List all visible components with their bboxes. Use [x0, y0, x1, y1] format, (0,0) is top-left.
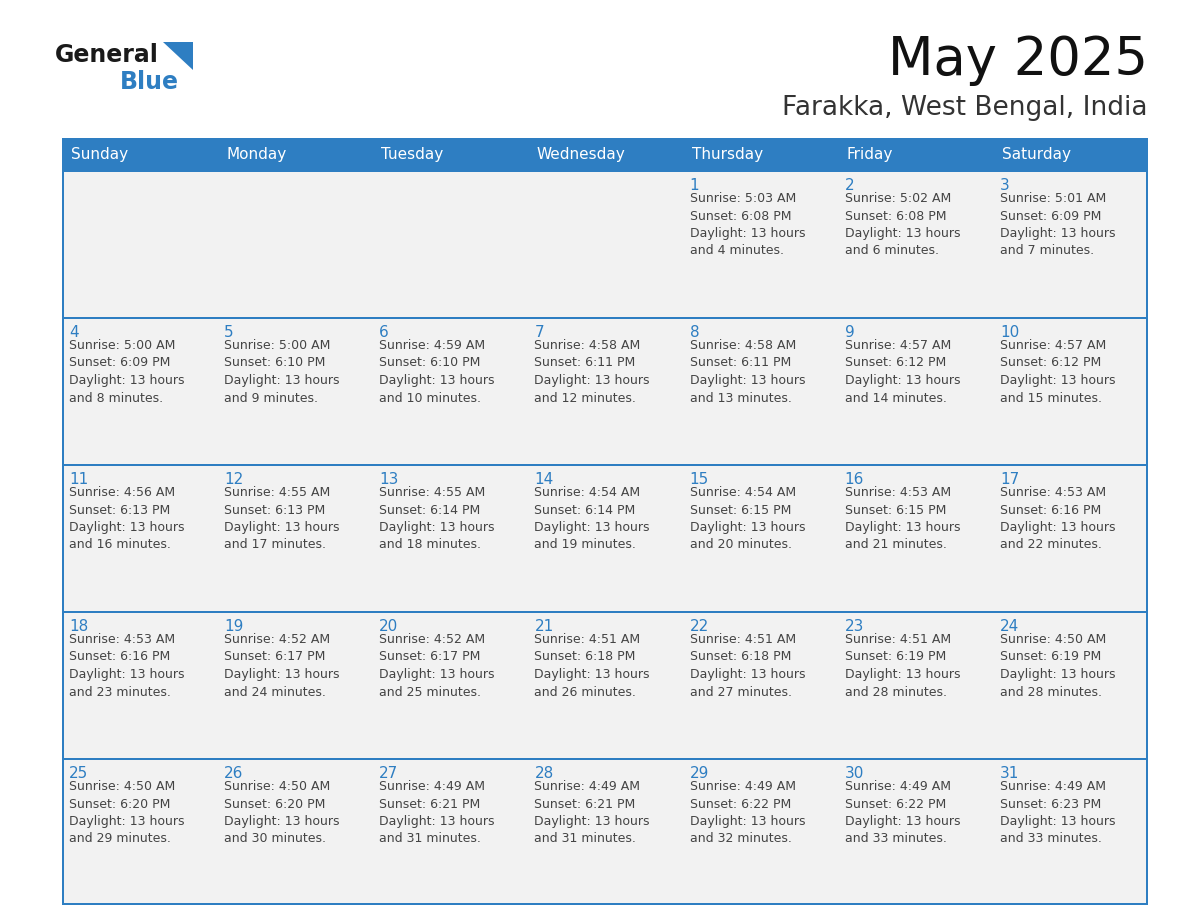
Bar	[62, 464, 1148, 466]
Text: Sunrise: 4:51 AM
Sunset: 6:18 PM
Daylight: 13 hours
and 27 minutes.: Sunrise: 4:51 AM Sunset: 6:18 PM Dayligh…	[689, 633, 805, 699]
Text: 28: 28	[535, 766, 554, 781]
Text: Sunrise: 4:53 AM
Sunset: 6:16 PM
Daylight: 13 hours
and 22 minutes.: Sunrise: 4:53 AM Sunset: 6:16 PM Dayligh…	[1000, 486, 1116, 552]
Text: Sunday: Sunday	[71, 147, 128, 162]
Text: 11: 11	[69, 472, 88, 487]
Bar	[62, 138, 64, 905]
Text: 2: 2	[845, 178, 854, 193]
Text: 4: 4	[69, 325, 78, 340]
Text: 27: 27	[379, 766, 398, 781]
Bar	[62, 170, 1148, 172]
Text: Sunrise: 4:55 AM
Sunset: 6:13 PM
Daylight: 13 hours
and 17 minutes.: Sunrise: 4:55 AM Sunset: 6:13 PM Dayligh…	[225, 486, 340, 552]
Text: 17: 17	[1000, 472, 1019, 487]
Text: 22: 22	[689, 619, 709, 634]
Bar	[62, 611, 1148, 613]
Text: 26: 26	[225, 766, 244, 781]
Text: 30: 30	[845, 766, 864, 781]
Text: Sunrise: 4:50 AM
Sunset: 6:20 PM
Daylight: 13 hours
and 30 minutes.: Sunrise: 4:50 AM Sunset: 6:20 PM Dayligh…	[225, 780, 340, 845]
Text: 20: 20	[379, 619, 398, 634]
Bar	[62, 170, 1148, 317]
Text: 15: 15	[689, 472, 709, 487]
Text: Sunrise: 4:54 AM
Sunset: 6:15 PM
Daylight: 13 hours
and 20 minutes.: Sunrise: 4:54 AM Sunset: 6:15 PM Dayligh…	[689, 486, 805, 552]
Text: Sunrise: 4:52 AM
Sunset: 6:17 PM
Daylight: 13 hours
and 24 minutes.: Sunrise: 4:52 AM Sunset: 6:17 PM Dayligh…	[225, 633, 340, 699]
Bar	[62, 758, 1148, 760]
Text: 8: 8	[689, 325, 700, 340]
Text: Sunrise: 4:53 AM
Sunset: 6:16 PM
Daylight: 13 hours
and 23 minutes.: Sunrise: 4:53 AM Sunset: 6:16 PM Dayligh…	[69, 633, 184, 699]
Text: Sunrise: 4:50 AM
Sunset: 6:19 PM
Daylight: 13 hours
and 28 minutes.: Sunrise: 4:50 AM Sunset: 6:19 PM Dayligh…	[1000, 633, 1116, 699]
Polygon shape	[163, 42, 192, 70]
Text: Sunrise: 4:51 AM
Sunset: 6:18 PM
Daylight: 13 hours
and 26 minutes.: Sunrise: 4:51 AM Sunset: 6:18 PM Dayligh…	[535, 633, 650, 699]
Text: Sunrise: 5:01 AM
Sunset: 6:09 PM
Daylight: 13 hours
and 7 minutes.: Sunrise: 5:01 AM Sunset: 6:09 PM Dayligh…	[1000, 192, 1116, 258]
Text: Sunrise: 4:49 AM
Sunset: 6:22 PM
Daylight: 13 hours
and 32 minutes.: Sunrise: 4:49 AM Sunset: 6:22 PM Dayligh…	[689, 780, 805, 845]
Bar	[62, 317, 1148, 319]
Text: 1: 1	[689, 178, 700, 193]
Text: Sunrise: 4:53 AM
Sunset: 6:15 PM
Daylight: 13 hours
and 21 minutes.: Sunrise: 4:53 AM Sunset: 6:15 PM Dayligh…	[845, 486, 960, 552]
Text: Sunrise: 4:49 AM
Sunset: 6:22 PM
Daylight: 13 hours
and 33 minutes.: Sunrise: 4:49 AM Sunset: 6:22 PM Dayligh…	[845, 780, 960, 845]
Bar	[62, 903, 1148, 905]
Bar	[62, 138, 217, 170]
Text: Farakka, West Bengal, India: Farakka, West Bengal, India	[783, 95, 1148, 121]
Text: 19: 19	[225, 619, 244, 634]
Bar	[683, 138, 838, 170]
Text: 7: 7	[535, 325, 544, 340]
Bar	[62, 138, 1148, 140]
Text: Sunrise: 4:58 AM
Sunset: 6:11 PM
Daylight: 13 hours
and 12 minutes.: Sunrise: 4:58 AM Sunset: 6:11 PM Dayligh…	[535, 339, 650, 405]
Text: 16: 16	[845, 472, 864, 487]
Text: Monday: Monday	[226, 147, 286, 162]
Bar	[62, 611, 1148, 758]
Text: General: General	[55, 43, 159, 67]
Text: Blue: Blue	[120, 70, 179, 94]
Text: 24: 24	[1000, 619, 1019, 634]
Text: Sunrise: 4:57 AM
Sunset: 6:12 PM
Daylight: 13 hours
and 14 minutes.: Sunrise: 4:57 AM Sunset: 6:12 PM Dayligh…	[845, 339, 960, 405]
Text: Wednesday: Wednesday	[537, 147, 625, 162]
Text: 6: 6	[379, 325, 388, 340]
Bar	[62, 464, 1148, 611]
Text: Sunrise: 5:03 AM
Sunset: 6:08 PM
Daylight: 13 hours
and 4 minutes.: Sunrise: 5:03 AM Sunset: 6:08 PM Dayligh…	[689, 192, 805, 258]
Text: Sunrise: 4:49 AM
Sunset: 6:21 PM
Daylight: 13 hours
and 31 minutes.: Sunrise: 4:49 AM Sunset: 6:21 PM Dayligh…	[379, 780, 494, 845]
Text: 13: 13	[379, 472, 399, 487]
Text: Sunrise: 5:02 AM
Sunset: 6:08 PM
Daylight: 13 hours
and 6 minutes.: Sunrise: 5:02 AM Sunset: 6:08 PM Dayligh…	[845, 192, 960, 258]
Text: 14: 14	[535, 472, 554, 487]
Text: 25: 25	[69, 766, 88, 781]
Text: Sunrise: 4:50 AM
Sunset: 6:20 PM
Daylight: 13 hours
and 29 minutes.: Sunrise: 4:50 AM Sunset: 6:20 PM Dayligh…	[69, 780, 184, 845]
Text: Saturday: Saturday	[1001, 147, 1070, 162]
Text: Sunrise: 4:49 AM
Sunset: 6:21 PM
Daylight: 13 hours
and 31 minutes.: Sunrise: 4:49 AM Sunset: 6:21 PM Dayligh…	[535, 780, 650, 845]
Text: Friday: Friday	[847, 147, 893, 162]
Bar	[372, 138, 527, 170]
Text: 18: 18	[69, 619, 88, 634]
Text: 31: 31	[1000, 766, 1019, 781]
Text: 10: 10	[1000, 325, 1019, 340]
Text: Sunrise: 4:54 AM
Sunset: 6:14 PM
Daylight: 13 hours
and 19 minutes.: Sunrise: 4:54 AM Sunset: 6:14 PM Dayligh…	[535, 486, 650, 552]
Text: Sunrise: 4:55 AM
Sunset: 6:14 PM
Daylight: 13 hours
and 18 minutes.: Sunrise: 4:55 AM Sunset: 6:14 PM Dayligh…	[379, 486, 494, 552]
Text: 12: 12	[225, 472, 244, 487]
Text: Sunrise: 4:49 AM
Sunset: 6:23 PM
Daylight: 13 hours
and 33 minutes.: Sunrise: 4:49 AM Sunset: 6:23 PM Dayligh…	[1000, 780, 1116, 845]
Bar	[1146, 138, 1148, 905]
Text: 5: 5	[225, 325, 234, 340]
Bar	[217, 138, 372, 170]
Text: Sunrise: 5:00 AM
Sunset: 6:09 PM
Daylight: 13 hours
and 8 minutes.: Sunrise: 5:00 AM Sunset: 6:09 PM Dayligh…	[69, 339, 184, 405]
Text: 3: 3	[1000, 178, 1010, 193]
Bar	[62, 758, 1148, 905]
Bar	[838, 138, 993, 170]
Text: 29: 29	[689, 766, 709, 781]
Text: Tuesday: Tuesday	[381, 147, 443, 162]
Text: 9: 9	[845, 325, 854, 340]
Bar	[62, 317, 1148, 464]
Text: 21: 21	[535, 619, 554, 634]
Text: Sunrise: 4:52 AM
Sunset: 6:17 PM
Daylight: 13 hours
and 25 minutes.: Sunrise: 4:52 AM Sunset: 6:17 PM Dayligh…	[379, 633, 494, 699]
Text: May 2025: May 2025	[887, 34, 1148, 86]
Text: 23: 23	[845, 619, 864, 634]
Text: Sunrise: 4:57 AM
Sunset: 6:12 PM
Daylight: 13 hours
and 15 minutes.: Sunrise: 4:57 AM Sunset: 6:12 PM Dayligh…	[1000, 339, 1116, 405]
Text: Sunrise: 5:00 AM
Sunset: 6:10 PM
Daylight: 13 hours
and 9 minutes.: Sunrise: 5:00 AM Sunset: 6:10 PM Dayligh…	[225, 339, 340, 405]
Text: Sunrise: 4:59 AM
Sunset: 6:10 PM
Daylight: 13 hours
and 10 minutes.: Sunrise: 4:59 AM Sunset: 6:10 PM Dayligh…	[379, 339, 494, 405]
Text: Sunrise: 4:58 AM
Sunset: 6:11 PM
Daylight: 13 hours
and 13 minutes.: Sunrise: 4:58 AM Sunset: 6:11 PM Dayligh…	[689, 339, 805, 405]
Text: Sunrise: 4:51 AM
Sunset: 6:19 PM
Daylight: 13 hours
and 28 minutes.: Sunrise: 4:51 AM Sunset: 6:19 PM Dayligh…	[845, 633, 960, 699]
Bar	[993, 138, 1148, 170]
Bar	[527, 138, 683, 170]
Text: Thursday: Thursday	[691, 147, 763, 162]
Text: Sunrise: 4:56 AM
Sunset: 6:13 PM
Daylight: 13 hours
and 16 minutes.: Sunrise: 4:56 AM Sunset: 6:13 PM Dayligh…	[69, 486, 184, 552]
